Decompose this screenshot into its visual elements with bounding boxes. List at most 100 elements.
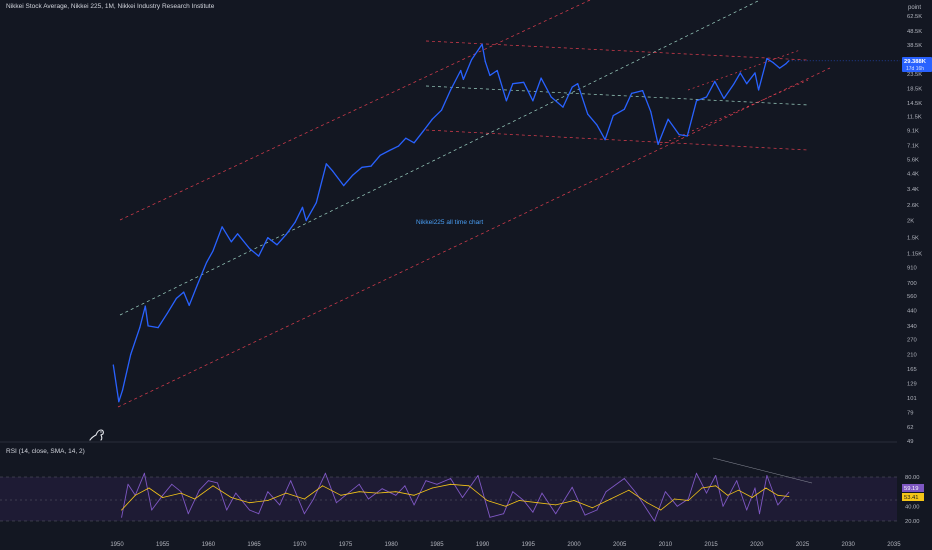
sma-point: [303, 498, 305, 500]
rsi-point: [235, 492, 237, 494]
rsi-point: [687, 498, 689, 500]
price-point: [678, 134, 680, 136]
rsi-point: [335, 502, 337, 504]
rsi-point: [171, 483, 173, 485]
rsi-point: [477, 475, 479, 476]
rsi-point: [706, 492, 707, 494]
price-point: [460, 69, 462, 72]
price-tick-label: 560: [907, 294, 917, 300]
price-point: [540, 77, 542, 79]
rsi-value-badge: [902, 484, 924, 492]
long-channel-upper-line[interactable]: [119, 0, 591, 221]
chart-annotation-text[interactable]: Nikkei225 all time chart: [416, 219, 483, 226]
price-point: [667, 118, 669, 120]
sma-point: [194, 498, 196, 500]
sma-point: [727, 494, 729, 496]
time-tick-label: 2030: [842, 542, 856, 548]
price-badge-box: [902, 57, 932, 72]
rsi-point: [207, 480, 209, 482]
sma-point: [413, 494, 415, 496]
rsi-tick-label: 20.00: [905, 519, 920, 525]
rsi-point: [754, 487, 756, 489]
bear-channel-median-line[interactable]: [425, 85, 810, 106]
price-point: [305, 220, 307, 222]
rsi-point: [121, 516, 123, 518]
sma-point: [555, 504, 557, 506]
rsi-tick-label: 80.00: [905, 475, 920, 481]
rsi-point: [715, 475, 717, 476]
rsi-point: [162, 494, 164, 496]
price-point: [221, 226, 223, 228]
sma-point: [377, 492, 378, 494]
rsi-indicator-title[interactable]: RSI (14, close, SMA, 14, 2): [6, 448, 85, 455]
sma-point: [715, 485, 717, 487]
price-point: [462, 78, 464, 80]
price-point: [733, 83, 735, 85]
price-badge-countdown: 17d 16h: [906, 66, 924, 72]
sma-series-line[interactable]: [121, 483, 789, 511]
trend-channel-drawings[interactable]: [117, 0, 831, 484]
sma-point: [431, 487, 433, 489]
long-channel-median-line[interactable]: [119, 0, 761, 316]
rsi-point: [788, 491, 790, 493]
time-tick-label: 2025: [796, 542, 810, 548]
sma-point: [646, 502, 648, 504]
price-tick-label: 23.5K: [907, 72, 922, 78]
price-tick-label: 129: [907, 381, 917, 387]
price-point: [130, 353, 132, 356]
rsi-point: [180, 491, 182, 493]
rsi-point: [605, 491, 607, 493]
rsi-value-badges: 59.19 53.41: [902, 484, 924, 501]
price-point: [397, 145, 400, 147]
price-point: [550, 96, 552, 98]
rsi-sma-text: 53.41: [904, 495, 919, 501]
sma-point: [610, 498, 612, 500]
rsi-sma-badge: [902, 493, 924, 501]
rsi-point: [766, 475, 768, 476]
sma-point: [505, 505, 506, 507]
sma-point: [162, 497, 164, 498]
price-point: [230, 241, 232, 243]
price-tick-label: 7.1K: [907, 143, 919, 149]
price-point: [147, 325, 149, 327]
price-point: [196, 284, 198, 286]
time-tick-label: 1980: [385, 542, 399, 548]
rsi-point: [226, 509, 228, 511]
price-badge-value: 29.388K: [904, 59, 927, 65]
time-tick-label: 1990: [476, 542, 490, 548]
sma-point: [486, 500, 488, 501]
price-tick-label: 270: [907, 338, 917, 344]
price-point: [450, 89, 452, 91]
rsi-point: [324, 472, 326, 474]
price-tick-label: 1.15K: [907, 251, 922, 257]
price-series-line[interactable]: [112, 43, 790, 403]
tradingview-logo-icon[interactable]: [89, 429, 104, 441]
price-point: [623, 108, 625, 110]
rsi-point: [584, 514, 586, 516]
rsi-point: [217, 482, 218, 484]
price-tick-label: 14.5K: [907, 101, 922, 107]
rsi-trendline[interactable]: [712, 457, 813, 484]
sma-point: [701, 487, 703, 489]
price-point: [276, 244, 278, 246]
price-tick-label: 18.5K: [907, 86, 922, 92]
sma-point: [395, 491, 397, 493]
price-point: [431, 118, 433, 120]
price-point: [112, 364, 114, 366]
price-point: [642, 90, 644, 92]
price-point: [604, 139, 606, 141]
bear-channel-lower-line[interactable]: [425, 129, 809, 151]
price-point: [650, 111, 652, 113]
price-point: [166, 312, 168, 314]
recent-channel-lower-line[interactable]: [659, 79, 809, 146]
rsi-point: [503, 513, 505, 515]
rsi-point: [151, 509, 153, 511]
sma-point: [573, 500, 575, 501]
price-tick-label: 910: [907, 265, 917, 271]
sma-point: [340, 494, 342, 496]
price-tick-label: 440: [907, 309, 917, 315]
price-point: [440, 109, 443, 111]
